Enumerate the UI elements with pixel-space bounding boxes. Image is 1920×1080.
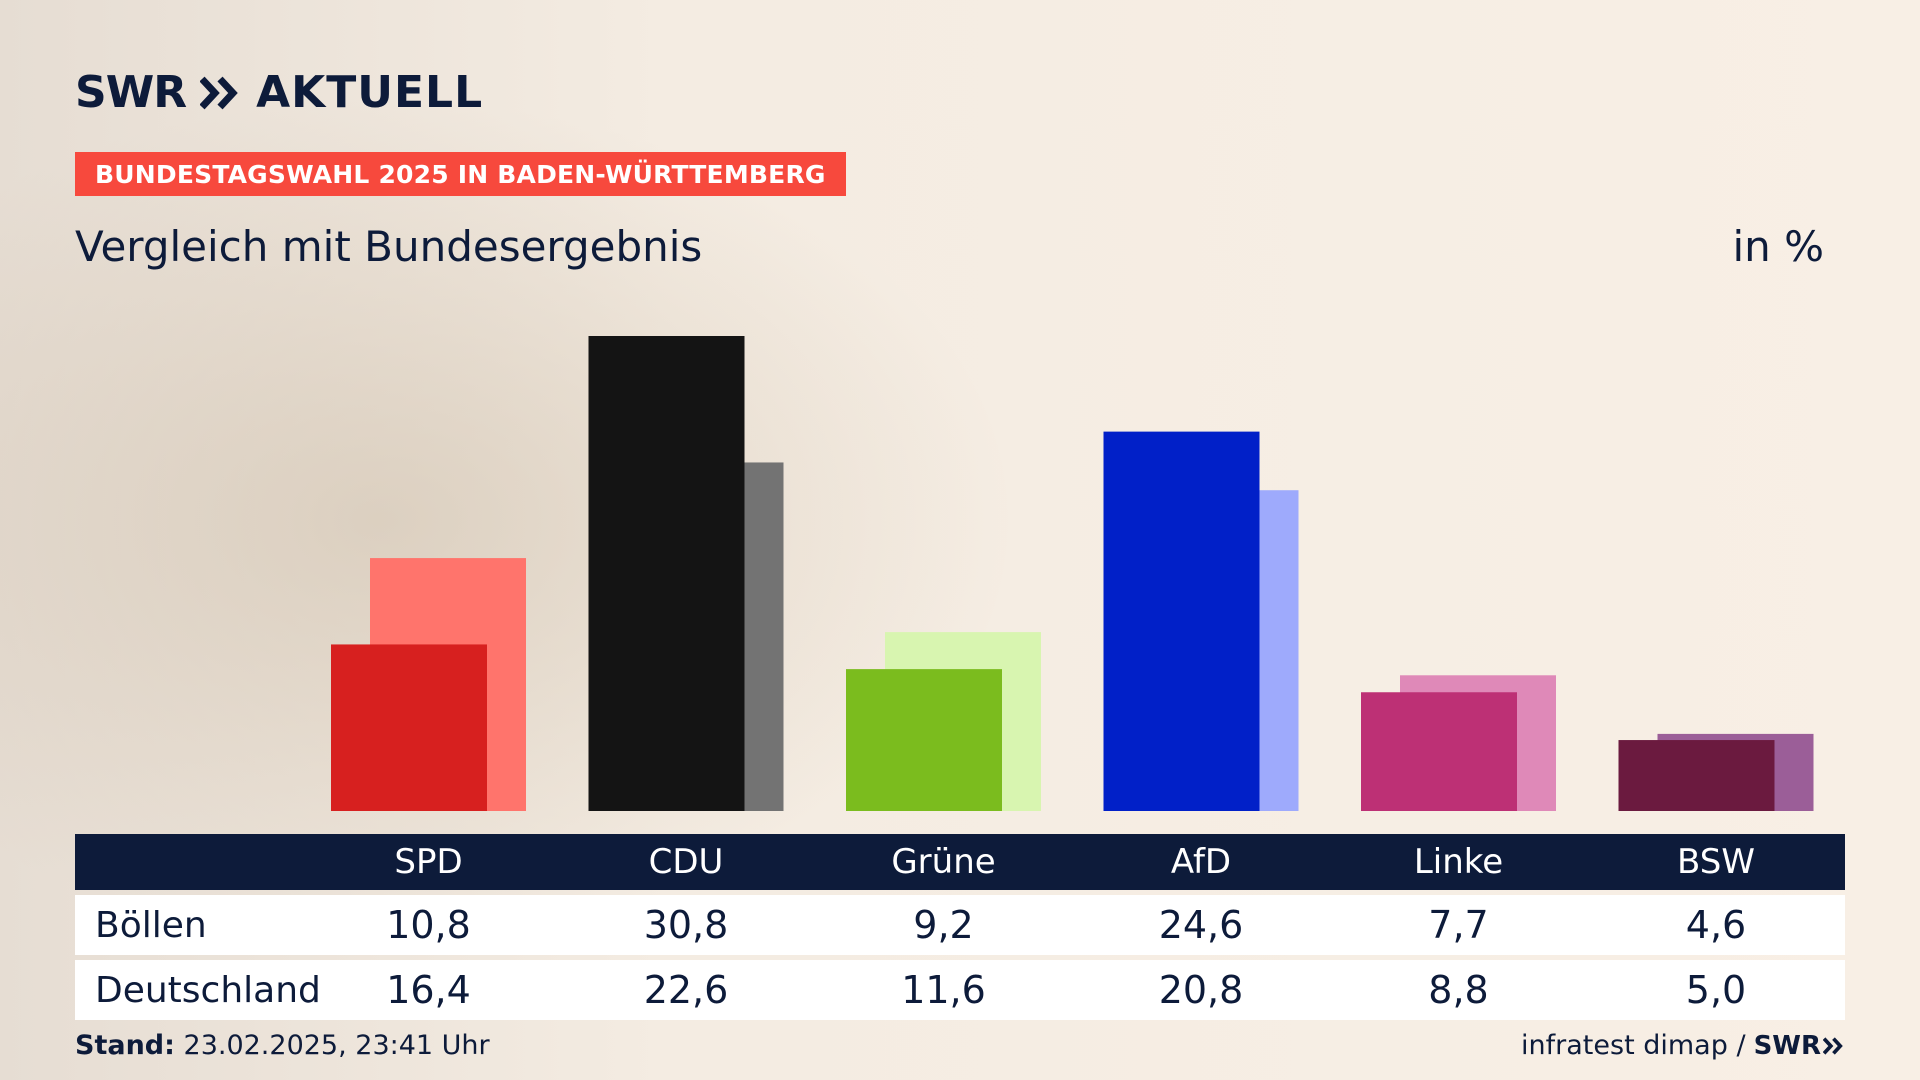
bar-deutschland-afd (1142, 490, 1299, 811)
bar-deutschland-spd (370, 558, 526, 811)
header-spd: SPD (394, 842, 463, 882)
source-credit: infratest dimap / SWR (1521, 1030, 1845, 1061)
footer-swr-text: SWR (1753, 1030, 1821, 1061)
bar-boellen-spd (331, 644, 487, 811)
header-cdu: CDU (648, 842, 724, 882)
row-label-boellen: Böllen (95, 904, 207, 946)
bar-boellen-linke (1361, 692, 1517, 811)
row-label-deutschland: Deutschland (95, 969, 321, 1011)
results-table: SPD CDU Grüne AfD Linke BSW Böllen 10,8 30,8 9,… (75, 834, 1845, 1020)
header-linke: Linke (1413, 842, 1504, 882)
bar-boellen-grune (846, 669, 1002, 811)
header-bsw: BSW (1677, 842, 1755, 882)
unit-label: in % (1732, 222, 1824, 271)
table-header: SPD CDU Grüne AfD Linke BSW (75, 834, 1845, 890)
bar-boellen-bsw (1618, 740, 1775, 811)
value-deutschland-grune: 11,6 (901, 968, 986, 1012)
value-deutschland-cdu: 22,6 (643, 968, 729, 1012)
bar-deutschland-grune (885, 632, 1041, 811)
swr-aktuell-logo: SWR AKTUELL (75, 67, 484, 118)
value-boellen-bsw: 4,6 (1685, 903, 1747, 947)
logo-aktuell-text: AKTUELL (256, 67, 484, 118)
timestamp: Stand: 23.02.2025, 23:41 Uhr (75, 1030, 490, 1061)
chart-subtitle: Vergleich mit Bundesergebnis (75, 222, 703, 271)
logo-swr-text: SWR (75, 67, 187, 118)
bar-boellen-cdu (588, 336, 745, 811)
value-boellen-afd: 24,6 (1158, 903, 1244, 947)
election-banner: BUNDESTAGSWAHL 2025 IN BADEN-WÜRTTEMBERG (75, 152, 846, 196)
value-boellen-linke: 7,7 (1428, 903, 1489, 947)
value-deutschland-spd: 16,4 (386, 968, 471, 1012)
table-row-deutschland: Deutschland 16,4 22,6 11,6 20,8 8,8 5,0 (75, 960, 1845, 1020)
footer-swr-logo: SWR (1754, 1031, 1845, 1061)
header-grune: Grüne (891, 842, 996, 882)
value-boellen-grune: 9,2 (913, 903, 974, 947)
stand-label: Stand: (75, 1030, 175, 1061)
bar-deutschland-bsw (1657, 733, 1814, 811)
value-deutschland-bsw: 5,0 (1685, 968, 1747, 1012)
value-deutschland-linke: 8,8 (1428, 968, 1489, 1012)
double-chevron-right-icon (200, 76, 238, 109)
bar-boellen-afd (1103, 431, 1260, 811)
stand-value: 23.02.2025, 23:41 Uhr (183, 1030, 490, 1061)
table-row-boellen: Böllen 10,8 30,8 9,2 24,6 7,7 4,6 (75, 895, 1845, 955)
value-boellen-cdu: 30,8 (643, 903, 729, 947)
double-chevron-right-icon (1823, 1036, 1843, 1055)
header-afd: AfD (1170, 842, 1232, 882)
value-deutschland-afd: 20,8 (1158, 968, 1244, 1012)
bar-deutschland-cdu (627, 462, 784, 811)
source-text: infratest dimap / (1521, 1030, 1746, 1061)
bar-deutschland-linke (1400, 675, 1556, 811)
value-boellen-spd: 10,8 (386, 903, 471, 947)
